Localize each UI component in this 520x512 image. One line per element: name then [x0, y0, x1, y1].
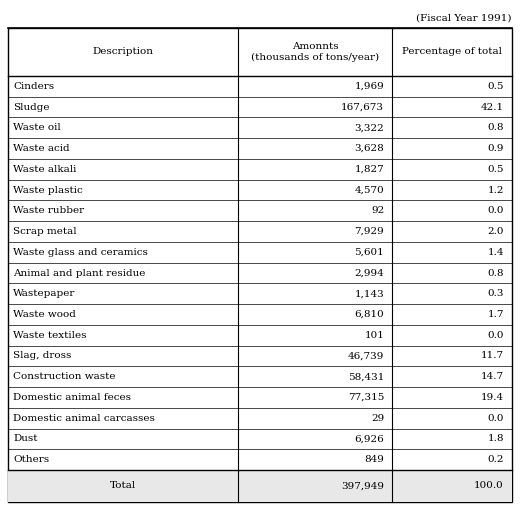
- Text: 100.0: 100.0: [474, 481, 504, 490]
- Text: Animal and plant residue: Animal and plant residue: [13, 268, 146, 278]
- Text: Domestic animal carcasses: Domestic animal carcasses: [13, 414, 155, 423]
- Text: 3,322: 3,322: [355, 123, 384, 132]
- Text: Sludge: Sludge: [13, 102, 49, 112]
- Text: Dust: Dust: [13, 434, 37, 443]
- Text: 7,929: 7,929: [355, 227, 384, 236]
- Text: Wastepaper: Wastepaper: [13, 289, 75, 298]
- Text: Waste alkali: Waste alkali: [13, 165, 76, 174]
- Text: 2,994: 2,994: [355, 268, 384, 278]
- Text: 2.0: 2.0: [487, 227, 504, 236]
- Text: 0.3: 0.3: [487, 289, 504, 298]
- Text: Waste wood: Waste wood: [13, 310, 76, 319]
- Text: 849: 849: [365, 455, 384, 464]
- Text: Amonnts
(thousands of tons/year): Amonnts (thousands of tons/year): [251, 41, 379, 62]
- Text: Scrap metal: Scrap metal: [13, 227, 76, 236]
- Text: 5,601: 5,601: [355, 248, 384, 257]
- Text: Waste glass and ceramics: Waste glass and ceramics: [13, 248, 148, 257]
- Text: Slag, dross: Slag, dross: [13, 351, 71, 360]
- Text: 19.4: 19.4: [481, 393, 504, 402]
- Text: 92: 92: [371, 206, 384, 215]
- Text: 11.7: 11.7: [481, 351, 504, 360]
- Text: 0.8: 0.8: [487, 123, 504, 132]
- Text: Waste textiles: Waste textiles: [13, 331, 86, 339]
- Text: 46,739: 46,739: [348, 351, 384, 360]
- Text: (Fiscal Year 1991): (Fiscal Year 1991): [417, 14, 512, 23]
- Text: 3,628: 3,628: [355, 144, 384, 153]
- Text: Construction waste: Construction waste: [13, 372, 115, 381]
- Text: 397,949: 397,949: [341, 481, 384, 490]
- Text: Percentage of total: Percentage of total: [402, 48, 502, 56]
- Text: 101: 101: [365, 331, 384, 339]
- Text: 1.8: 1.8: [487, 434, 504, 443]
- Text: 0.5: 0.5: [487, 165, 504, 174]
- Bar: [8, 470, 512, 502]
- Text: 29: 29: [371, 414, 384, 423]
- Text: 0.0: 0.0: [487, 206, 504, 215]
- Text: Waste rubber: Waste rubber: [13, 206, 84, 215]
- Text: Others: Others: [13, 455, 49, 464]
- Text: 14.7: 14.7: [481, 372, 504, 381]
- Text: Waste plastic: Waste plastic: [13, 185, 83, 195]
- Text: 1,827: 1,827: [355, 165, 384, 174]
- Text: Cinders: Cinders: [13, 82, 54, 91]
- Text: 0.0: 0.0: [487, 414, 504, 423]
- Text: Total: Total: [110, 481, 136, 490]
- Text: 1.7: 1.7: [487, 310, 504, 319]
- Text: Domestic animal feces: Domestic animal feces: [13, 393, 131, 402]
- Text: 1.2: 1.2: [487, 185, 504, 195]
- Text: Waste acid: Waste acid: [13, 144, 70, 153]
- Text: 1,143: 1,143: [355, 289, 384, 298]
- Text: 58,431: 58,431: [348, 372, 384, 381]
- Text: 0.9: 0.9: [487, 144, 504, 153]
- Text: Description: Description: [92, 48, 153, 56]
- Text: 4,570: 4,570: [355, 185, 384, 195]
- Text: 6,810: 6,810: [355, 310, 384, 319]
- Text: 0.5: 0.5: [487, 82, 504, 91]
- Text: 6,926: 6,926: [355, 434, 384, 443]
- Text: Waste oil: Waste oil: [13, 123, 61, 132]
- Text: 42.1: 42.1: [481, 102, 504, 112]
- Text: 167,673: 167,673: [341, 102, 384, 112]
- Text: 0.8: 0.8: [487, 268, 504, 278]
- Text: 1.4: 1.4: [487, 248, 504, 257]
- Text: 77,315: 77,315: [348, 393, 384, 402]
- Text: 0.0: 0.0: [487, 331, 504, 339]
- Text: 1,969: 1,969: [355, 82, 384, 91]
- Text: 0.2: 0.2: [487, 455, 504, 464]
